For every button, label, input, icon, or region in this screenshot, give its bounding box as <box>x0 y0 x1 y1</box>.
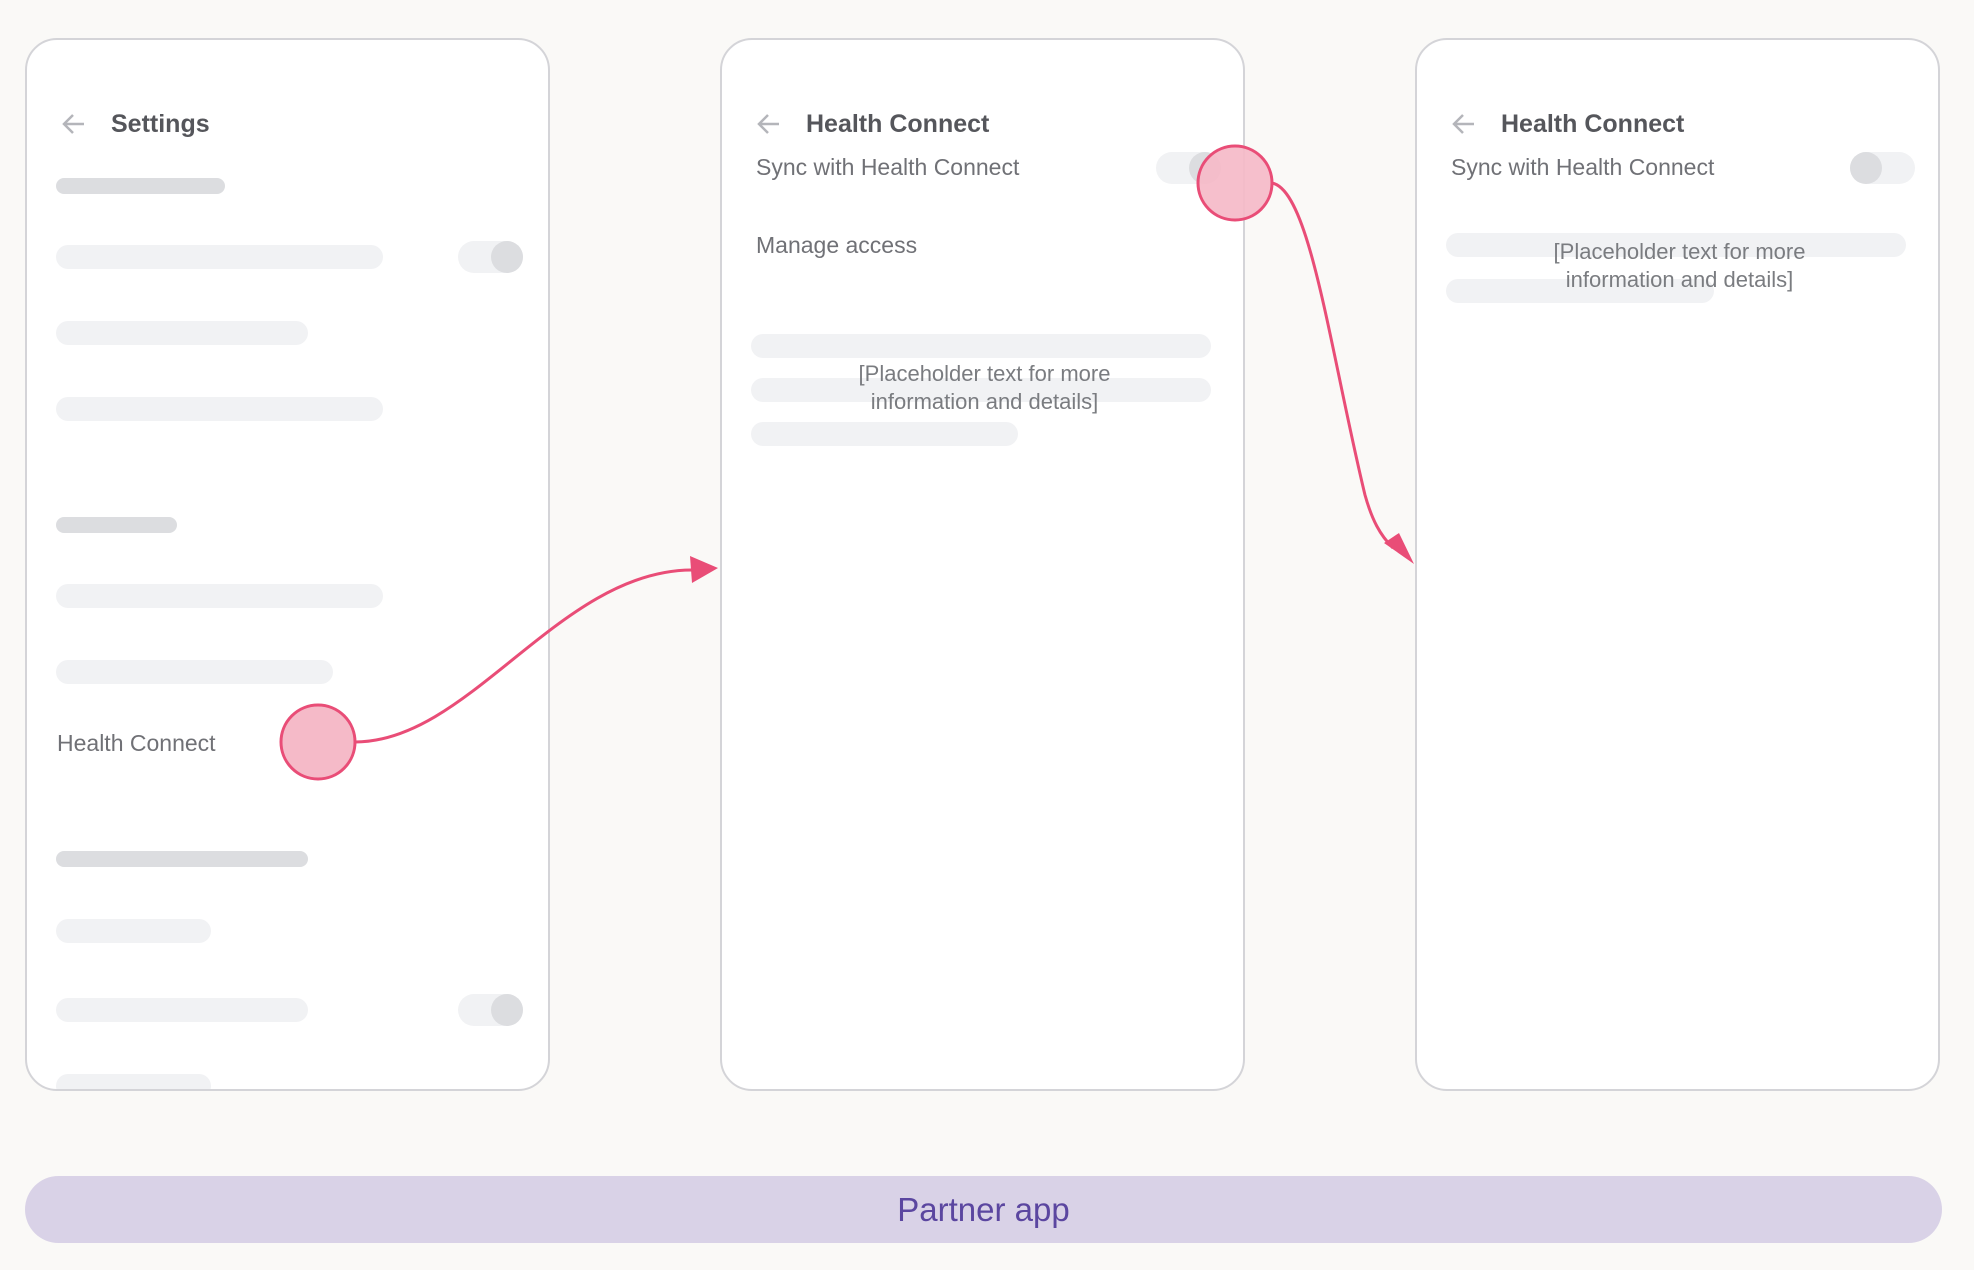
health-connect-item[interactable]: Health Connect <box>57 730 216 756</box>
health-connect-screen-off: Health Connect Sync with Health Connect … <box>1415 38 1940 1091</box>
sync-label: Sync with Health Connect <box>756 154 1020 180</box>
sync-toggle[interactable] <box>1850 152 1915 184</box>
skeleton-item <box>56 1074 211 1089</box>
skeleton-line <box>751 378 1211 402</box>
skeleton-item <box>56 998 308 1022</box>
arrowhead-icon <box>690 556 718 583</box>
manage-access-item[interactable]: Manage access <box>756 232 918 258</box>
back-arrow-icon[interactable] <box>754 109 784 139</box>
skeleton-item <box>56 245 383 269</box>
skeleton-item <box>56 584 383 608</box>
toggle[interactable] <box>458 241 523 273</box>
settings-screen: Settings Health Connect <box>25 38 550 1091</box>
skeleton-line <box>1446 233 1906 257</box>
sync-toggle[interactable] <box>1156 152 1221 184</box>
sync-label: Sync with Health Connect <box>1451 154 1715 180</box>
page-title: Settings <box>111 109 210 138</box>
back-arrow-icon[interactable] <box>1449 109 1479 139</box>
flow-arrow <box>1271 181 1395 550</box>
partner-app-label: Partner app <box>25 1176 1942 1243</box>
skeleton-line <box>751 334 1211 358</box>
placeholder-line: information and details] <box>1565 267 1794 292</box>
skeleton-item <box>56 321 308 345</box>
skeleton-item <box>56 919 211 943</box>
placeholder-text: [Placeholder text for more information a… <box>722 360 1243 416</box>
back-arrow-icon[interactable] <box>59 109 89 139</box>
page-title: Health Connect <box>806 109 990 138</box>
page-title: Health Connect <box>1501 109 1685 138</box>
skeleton-header <box>56 178 225 194</box>
arrowhead-icon <box>1384 533 1414 564</box>
placeholder-line: [Placeholder text for more <box>858 361 1111 386</box>
skeleton-header <box>56 851 308 867</box>
placeholder-line: information and details] <box>870 389 1099 414</box>
skeleton-line <box>751 422 1018 446</box>
skeleton-item <box>56 660 333 684</box>
skeleton-line <box>1446 279 1714 303</box>
skeleton-header <box>56 517 177 533</box>
skeleton-item <box>56 397 383 421</box>
placeholder-text: [Placeholder text for more information a… <box>1417 238 1938 294</box>
health-connect-screen-on: Health Connect Sync with Health Connect … <box>720 38 1245 1091</box>
toggle[interactable] <box>458 994 523 1026</box>
placeholder-line: [Placeholder text for more <box>1553 239 1806 264</box>
